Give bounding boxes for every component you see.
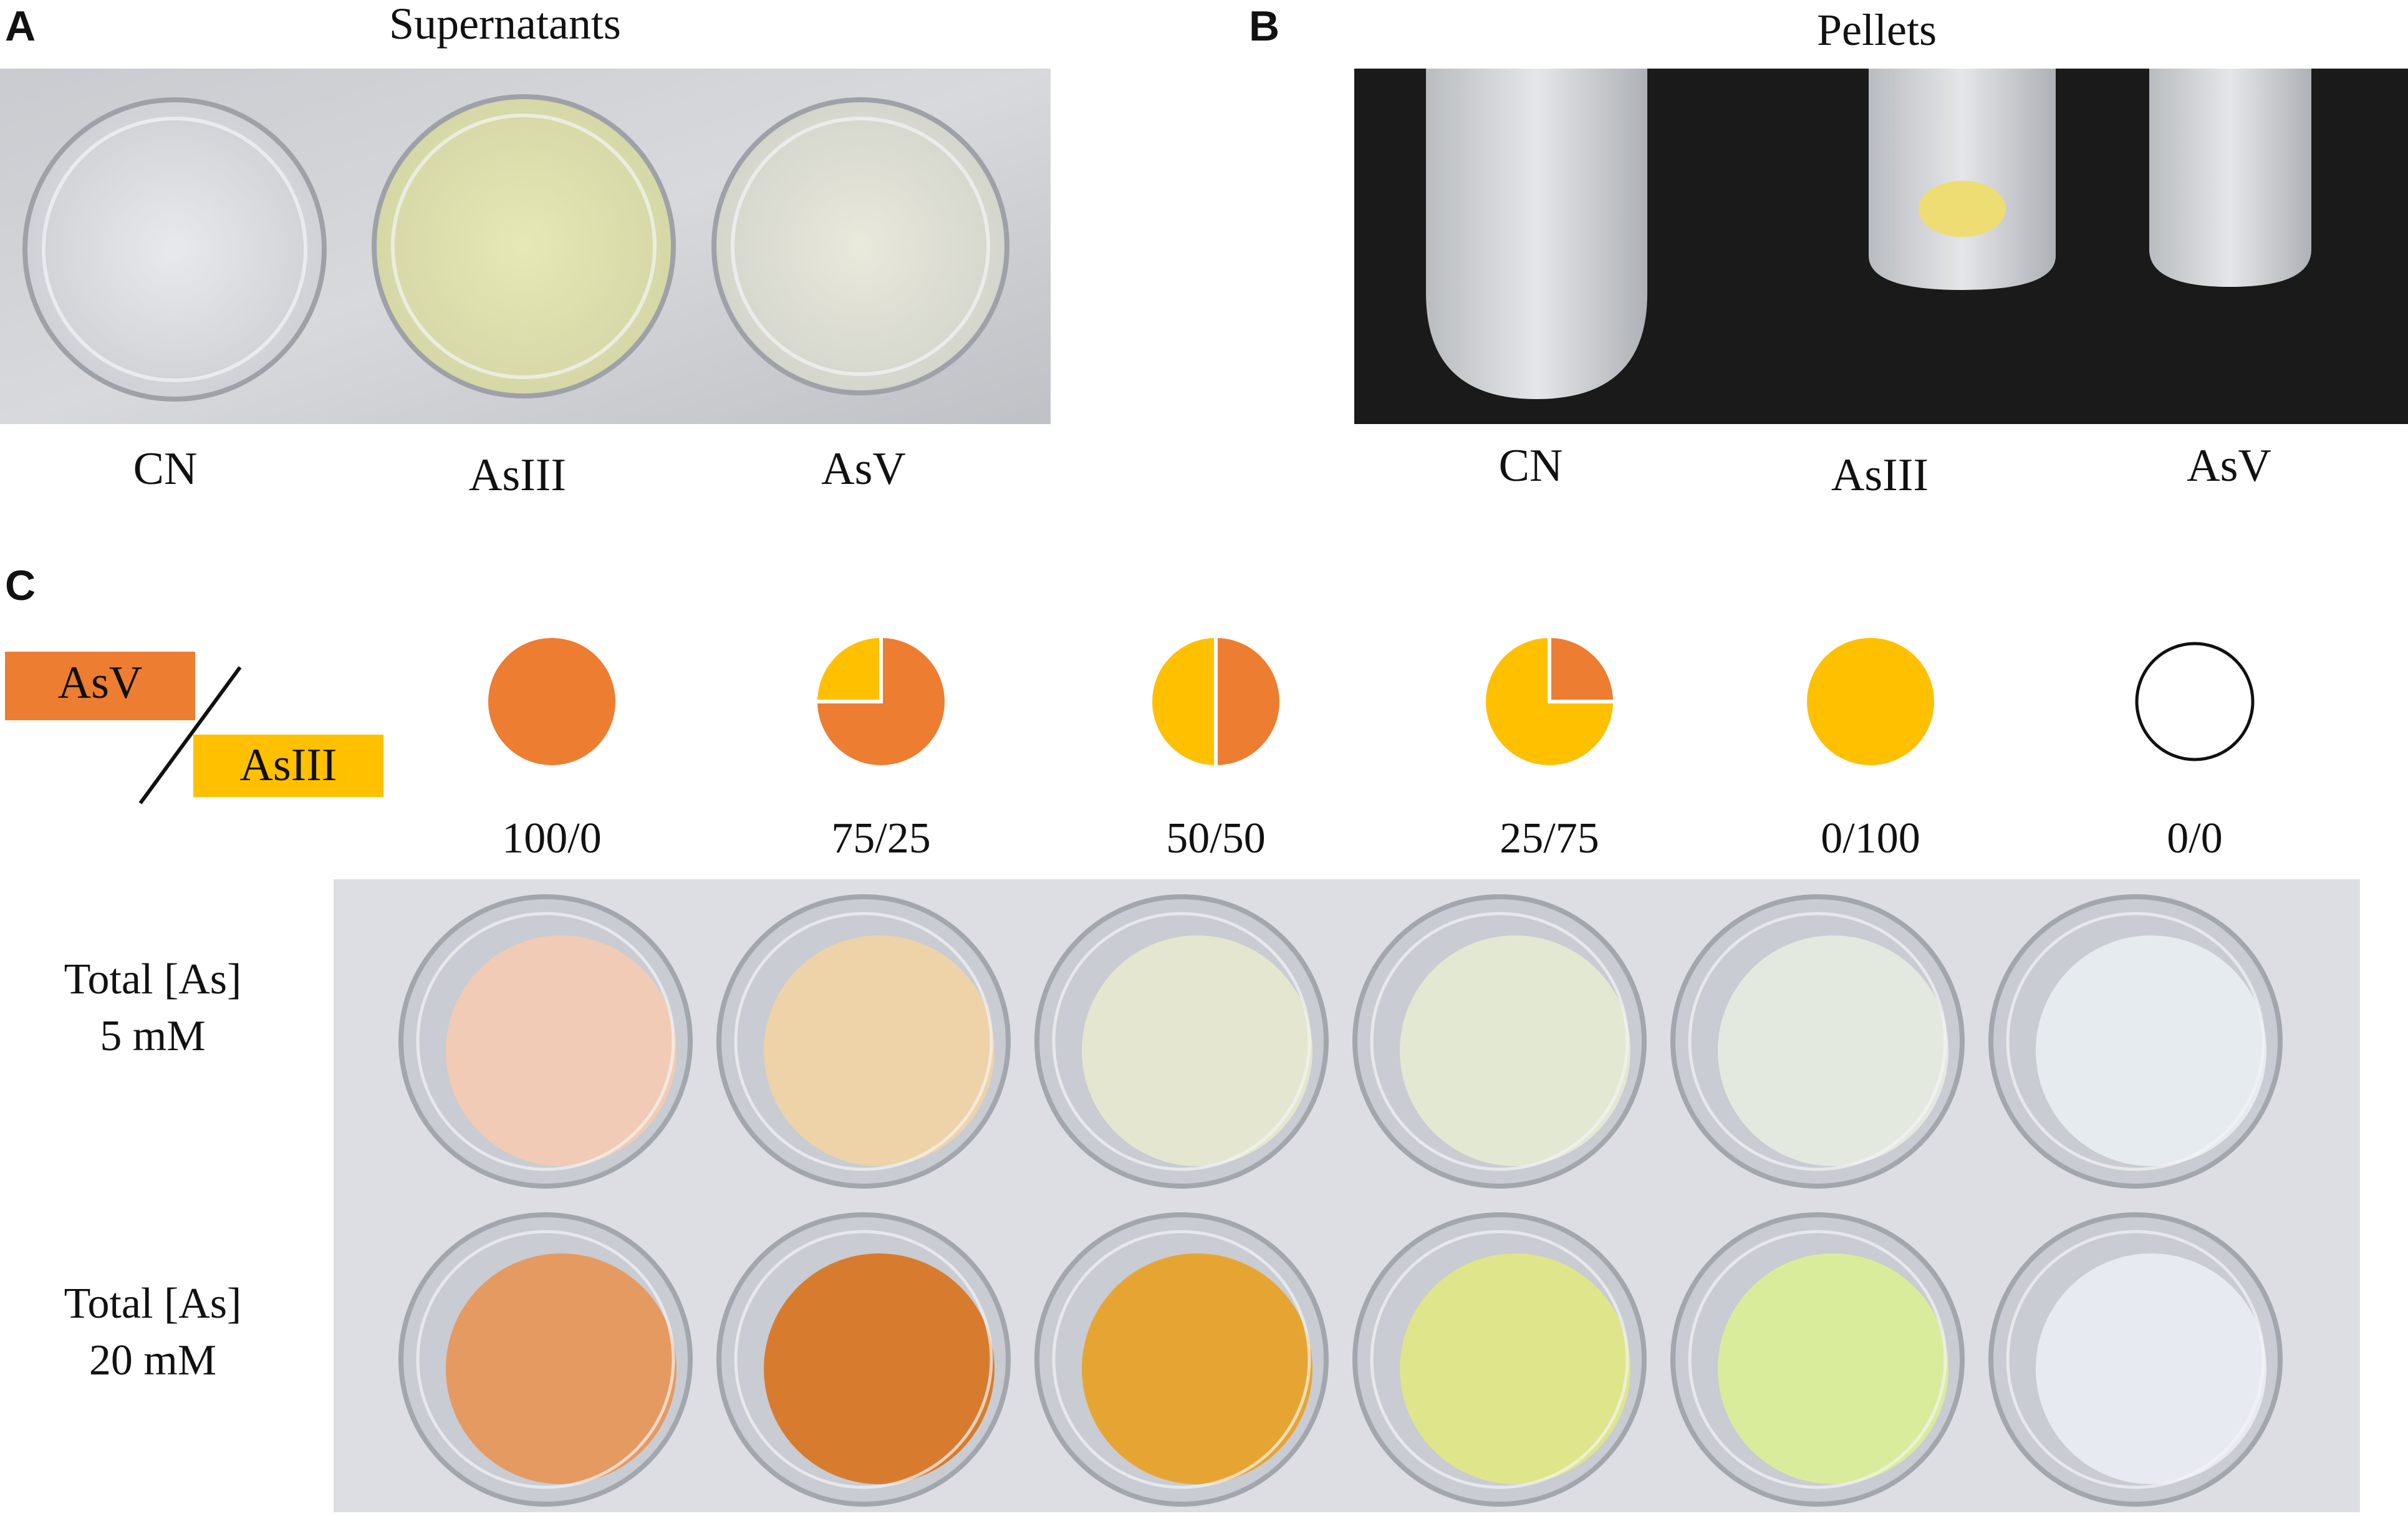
pie-slice-asiii: [813, 634, 883, 703]
ratio-pie: [1803, 634, 1938, 769]
pie-slice-asv: [1548, 634, 1617, 703]
row-label-line: Total [As]: [64, 1280, 242, 1328]
pellets-photo: [1354, 69, 2408, 424]
supernatant-photo: [0, 69, 1051, 424]
well-liquid: [1400, 1253, 1630, 1484]
row-label-line: 5 mM: [100, 1012, 206, 1060]
well-highlight: [1052, 912, 1311, 1171]
panel-a-title: Supernatants: [389, 0, 621, 49]
well-liquid: [2036, 1253, 2266, 1484]
well-plate-photo: [334, 879, 2360, 1512]
well-highlight: [1688, 1230, 1947, 1489]
panel-b-label-asiii: AsIII: [1831, 450, 1929, 501]
pie-slice-asiii: [1482, 634, 1617, 769]
ratio-pie: [813, 634, 948, 769]
pie-slice-asv: [1214, 634, 1283, 770]
panel-a-label-asv: AsV: [821, 443, 906, 495]
pie-slice-asv: [484, 634, 619, 769]
row-label-line: 20 mM: [89, 1336, 217, 1384]
well-liquid: [1718, 1253, 1948, 1484]
well-liquid: [1718, 935, 1948, 1166]
well-liquid: [1082, 1253, 1312, 1484]
pie-slice-asiii: [1803, 634, 1938, 769]
well-liquid: [1400, 935, 1630, 1166]
row-label-20mm: Total [As] 20 mM: [22, 1275, 284, 1389]
well-highlight: [734, 912, 993, 1171]
well-highlight: [416, 912, 675, 1171]
ratio-label: 50/50: [1166, 814, 1266, 862]
well-highlight: [1370, 1230, 1629, 1489]
well-highlight: [1370, 912, 1629, 1171]
legend-asiii-box: [193, 735, 383, 797]
well-liquid: [2036, 935, 2266, 1166]
panel-b-letter: B: [1249, 2, 1280, 50]
panel-b-label-asv: AsV: [2187, 440, 2271, 491]
well-liquid: [764, 1253, 995, 1484]
legend-asv-label: AsV: [57, 657, 143, 708]
well-highlight: [1688, 912, 1947, 1171]
ratio-pies: [484, 634, 2255, 770]
legend-divider-line: [125, 661, 262, 811]
pie-empty: [2135, 642, 2255, 761]
well-highlight: [416, 1230, 675, 1489]
row-label-line: Total [As]: [64, 955, 242, 1003]
well-liquid: [764, 935, 995, 1166]
well-liquid: [446, 935, 677, 1166]
ratio-label: 75/25: [831, 814, 931, 862]
legend-asv-box: [5, 652, 195, 720]
panel-b-title: Pellets: [1817, 5, 1937, 55]
well-highlight: [1052, 1230, 1311, 1489]
ratio-label: 0/100: [1821, 814, 1920, 862]
ratio-pie: [484, 634, 619, 769]
ratio-pie: [2135, 642, 2255, 761]
ratio-label: 25/75: [1500, 814, 1599, 862]
well-highlight: [2006, 1230, 2265, 1489]
well-highlight: [734, 1230, 993, 1489]
panel-a-label-asiii: AsIII: [468, 450, 567, 501]
panel-a-label-cn: CN: [133, 443, 198, 495]
ratio-pie: [1149, 634, 1283, 770]
pie-slice-asiii: [1149, 634, 1218, 770]
well-liquid: [1082, 935, 1312, 1166]
panel-a-letter: A: [5, 2, 36, 50]
panel-b-label-cn: CN: [1498, 440, 1563, 491]
well-liquid: [446, 1253, 677, 1484]
ratio-label: 0/0: [2167, 814, 2223, 862]
panel-c-letter: C: [5, 562, 36, 609]
ratio-pie: [1482, 634, 1617, 769]
ratio-label: 100/0: [502, 814, 602, 862]
pie-slice-asv: [813, 634, 948, 769]
legend-asiii-label: AsIII: [239, 740, 337, 791]
row-label-5mm: Total [As] 5 mM: [22, 951, 284, 1065]
well-highlight: [2006, 912, 2265, 1171]
